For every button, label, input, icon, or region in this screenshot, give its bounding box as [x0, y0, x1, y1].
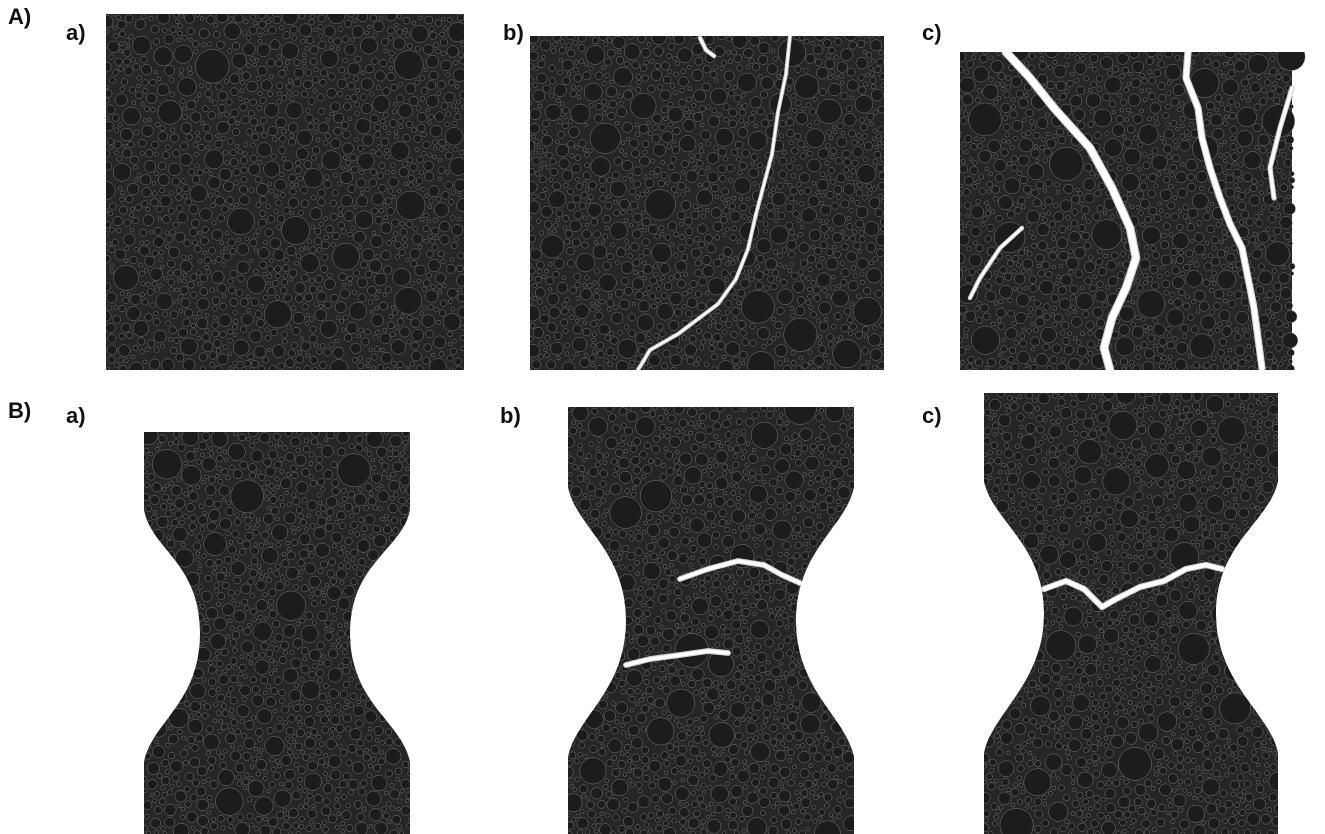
panel-label-b-a: a) [66, 403, 86, 428]
specimen-square-intact [106, 14, 464, 370]
specimen-square-double-crack [960, 52, 1306, 370]
row-label-b: B) [8, 398, 32, 423]
panel-label-a-b: b) [503, 20, 524, 45]
specimen-dogbone-double-crack [568, 407, 854, 834]
specimen-dogbone-single-crack [984, 393, 1278, 834]
row-label-a: A) [8, 4, 32, 29]
panel-label-a-a: a) [66, 20, 86, 45]
specimen-dogbone-intact [144, 432, 410, 834]
panel-label-b-b: b) [500, 403, 521, 428]
specimen-square-single-crack [530, 36, 884, 370]
panel-label-a-c: c) [922, 20, 942, 45]
panel-label-b-c: c) [922, 403, 942, 428]
